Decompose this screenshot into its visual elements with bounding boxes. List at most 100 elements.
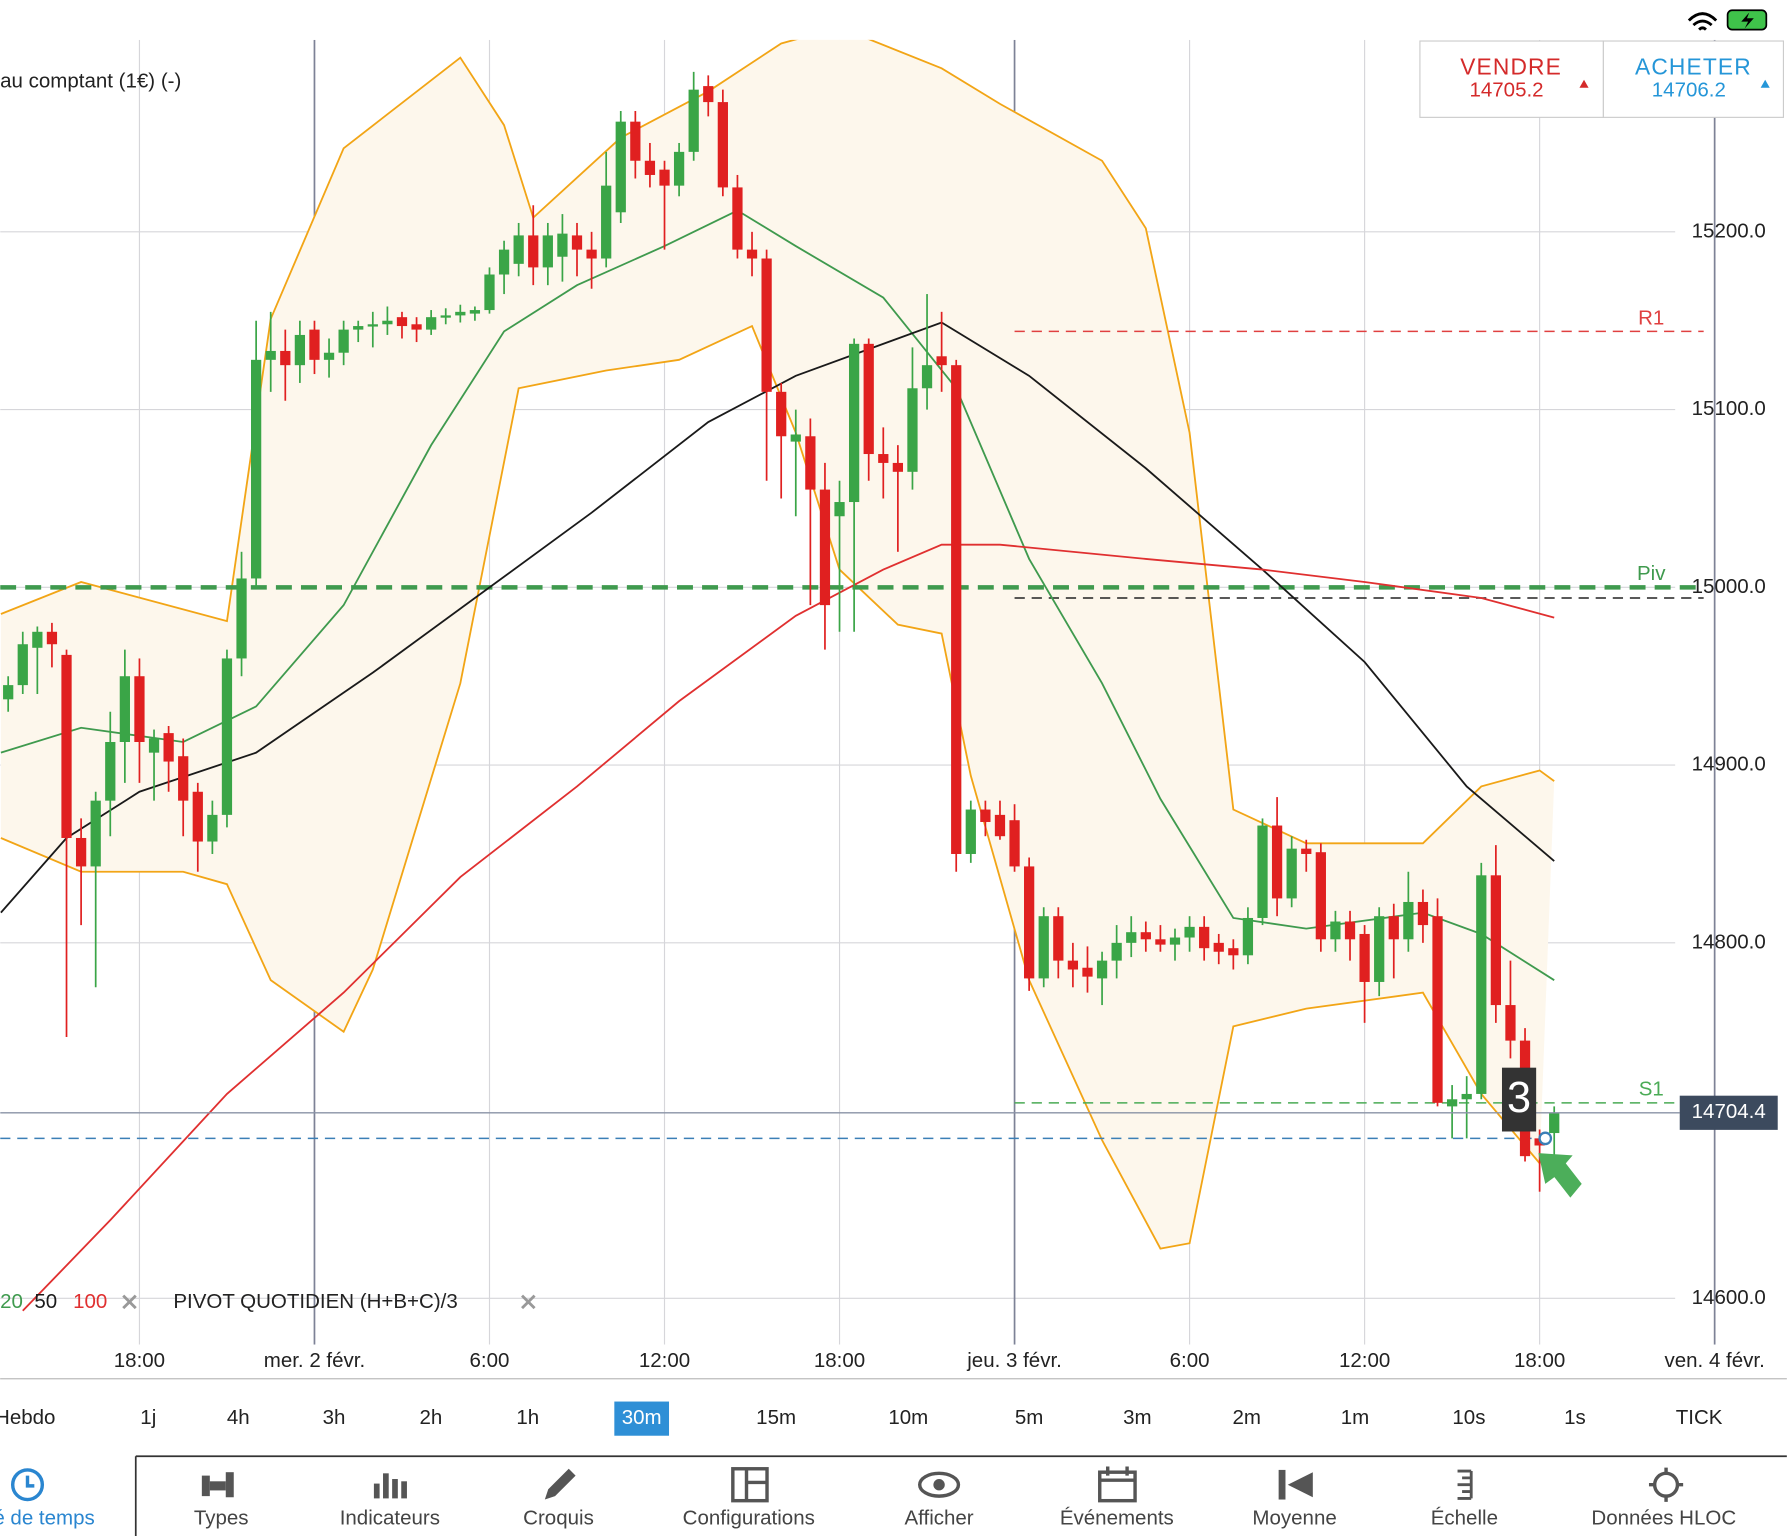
candle-body: [382, 320, 393, 325]
toolbar-button[interactable]: Configurations: [683, 1506, 815, 1529]
candle-body: [455, 311, 466, 316]
toolbar-button[interactable]: Croquis: [523, 1506, 594, 1529]
timeframe-option[interactable]: 3h: [323, 1406, 346, 1429]
timeframe-option[interactable]: 1h: [516, 1406, 539, 1429]
toolbar-button[interactable]: Données HLOC: [1591, 1506, 1736, 1529]
candle-body: [367, 324, 378, 327]
candle-body: [1126, 932, 1137, 943]
legend: PIVOT QUOTIDIEN (H+B+C)/3 20 50 100: [0, 1290, 536, 1313]
candle-body: [469, 310, 481, 314]
candle-body: [878, 454, 889, 463]
timeframe-option[interactable]: 5m: [1015, 1406, 1043, 1429]
timeframe-option[interactable]: Hebdo: [0, 1406, 55, 1429]
candle-body: [32, 631, 43, 648]
instrument-title: au comptant (1€) (-): [0, 69, 181, 92]
sell-arrow: [1579, 79, 1589, 88]
x-tick-label: 12:00: [639, 1349, 690, 1372]
timeframe-option[interactable]: 15m: [756, 1406, 796, 1429]
candle-body: [61, 654, 72, 838]
candle-body: [1461, 1093, 1472, 1100]
candle-body: [1388, 916, 1399, 940]
candle-body: [790, 434, 801, 442]
buy-button[interactable]: [1602, 40, 1784, 118]
timeframe-option[interactable]: 30m: [622, 1406, 662, 1429]
candle-body: [1374, 916, 1385, 982]
timeframe-option[interactable]: 10s: [1452, 1406, 1485, 1429]
badge-box: [1501, 1067, 1537, 1132]
sell-price: 14705.2: [1469, 79, 1543, 102]
candle-body: [586, 249, 597, 259]
candle-body: [323, 352, 335, 360]
candle-body: [134, 676, 145, 742]
candle-body: [1038, 916, 1049, 979]
candle-body: [484, 274, 495, 311]
y-tick-label: 14800.0: [1692, 930, 1766, 953]
toolbar-button[interactable]: Unité de temps: [0, 1506, 95, 1529]
toolbar-button[interactable]: Événements: [1060, 1506, 1174, 1529]
candle-body: [688, 89, 699, 152]
toolbar-button[interactable]: Échelle: [1431, 1506, 1498, 1529]
candle-body: [1009, 820, 1020, 867]
candle-body: [980, 809, 991, 822]
candle-body: [46, 631, 58, 645]
candle-body: [163, 733, 174, 762]
candle-body: [615, 121, 626, 213]
timeframe-option[interactable]: 10m: [888, 1406, 928, 1429]
candle-body: [601, 185, 612, 259]
y-tick-label: 14600.0: [1692, 1286, 1766, 1309]
candle-body: [498, 249, 510, 275]
timeframe-option[interactable]: 1j: [140, 1406, 156, 1429]
candle-body: [396, 317, 408, 327]
candle-body: [1286, 848, 1297, 899]
level-label: Piv: [1637, 562, 1666, 585]
candle-body: [1242, 917, 1254, 956]
timeframe-option[interactable]: 2m: [1232, 1406, 1260, 1429]
toolbar-button[interactable]: Afficher: [905, 1506, 974, 1529]
bollinger-upper: [0, 39, 1555, 845]
candle-body: [1199, 926, 1210, 949]
timeframe-option[interactable]: 4h: [227, 1406, 250, 1429]
candle-body: [776, 391, 787, 437]
candle-body: [1549, 1112, 1560, 1134]
candle-body: [17, 644, 28, 686]
candle-body: [1140, 932, 1151, 940]
candle-body: [1446, 1099, 1458, 1107]
candle-body: [936, 356, 947, 366]
y-tick-label: 14900.0: [1692, 753, 1766, 776]
timeframe-option[interactable]: 3m: [1123, 1406, 1151, 1429]
candle-body: [1213, 942, 1224, 952]
buy-label: ACHETER: [1635, 53, 1752, 79]
badge-label: 3: [1507, 1074, 1531, 1122]
bollinger-lower: [0, 324, 1541, 1250]
candle-body: [1271, 825, 1283, 899]
candle-body: [951, 365, 962, 854]
timeframe-option[interactable]: 2h: [419, 1406, 442, 1429]
legend-entry: 50: [34, 1290, 57, 1313]
candle-body: [717, 102, 728, 188]
toolbar-button[interactable]: Moyenne: [1252, 1506, 1336, 1529]
arrow-icon: [1538, 1153, 1582, 1198]
timeframe-option[interactable]: 1s: [1564, 1406, 1586, 1429]
x-tick-label: jeu. 3 févr.: [966, 1349, 1062, 1372]
x-tick-label: 6:00: [470, 1349, 510, 1372]
toolbar-button[interactable]: Indicateurs: [340, 1506, 440, 1529]
candle-body: [644, 160, 656, 175]
candle-body: [513, 235, 524, 264]
y-tick-label: 15200.0: [1692, 219, 1766, 242]
x-tick-label: mer. 2 févr.: [264, 1349, 365, 1372]
toolbar-button[interactable]: Types: [194, 1506, 249, 1529]
candle-body: [1155, 939, 1166, 945]
buy-price: 14706.2: [1652, 79, 1726, 102]
legend-entry: 100: [73, 1290, 107, 1313]
candle-body: [732, 187, 743, 250]
candle-body: [1184, 926, 1195, 938]
candle-body: [1330, 921, 1341, 940]
y-tick-label: 15000.0: [1692, 575, 1766, 598]
sell-label: VENDRE: [1460, 53, 1562, 79]
candle-body: [411, 324, 422, 330]
timeframe-option[interactable]: TICK: [1676, 1406, 1723, 1429]
candle-body: [265, 350, 276, 360]
candle-body: [148, 738, 160, 753]
candle-body: [1403, 901, 1414, 940]
timeframe-option[interactable]: 1m: [1341, 1406, 1369, 1429]
